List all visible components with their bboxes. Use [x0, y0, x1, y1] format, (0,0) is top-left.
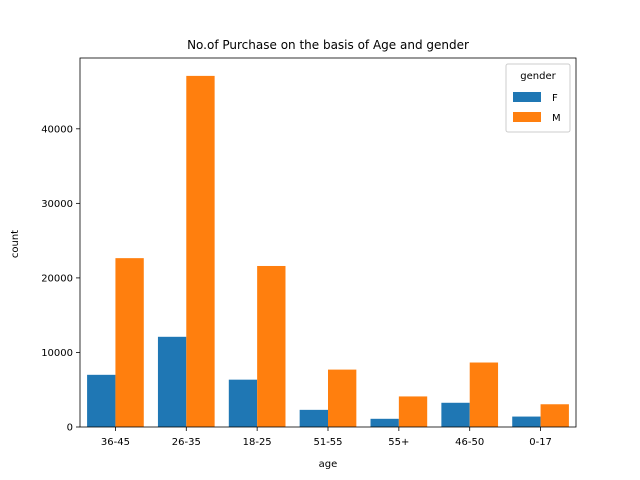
- chart-title: No.of Purchase on the basis of Age and g…: [187, 38, 469, 52]
- y-tick-label: 20000: [41, 273, 73, 284]
- x-tick-label: 36-45: [101, 437, 130, 448]
- y-tick-label: 0: [67, 423, 73, 434]
- x-tick-label: 55+: [388, 437, 409, 448]
- bar-f-36-45: [87, 374, 116, 427]
- plot-frame: [79, 57, 577, 428]
- legend-title: gender: [520, 71, 556, 82]
- bar-m-18-25: [257, 265, 286, 427]
- legend-label-m: M: [552, 113, 561, 124]
- bar-f-18-25: [228, 379, 258, 427]
- x-tick-label: 18-25: [243, 437, 272, 448]
- bar-f-51-55: [299, 409, 328, 427]
- y-tick-label: 40000: [41, 124, 73, 135]
- x-tick-label: 51-55: [313, 437, 342, 448]
- legend: gender F M: [505, 63, 571, 133]
- x-tick-label: 46-50: [455, 437, 484, 448]
- bar-f-0-17: [512, 416, 541, 427]
- bar-f-55+: [370, 418, 399, 427]
- bars-layer: [87, 75, 569, 428]
- bar-m-46-50: [469, 362, 499, 427]
- x-axis-label: age: [319, 459, 338, 470]
- legend-swatch-f: [513, 92, 541, 102]
- x-tick-label: 26-35: [172, 437, 201, 448]
- x-tick-label: 0-17: [529, 437, 552, 448]
- bar-m-55+: [398, 396, 428, 427]
- y-tick-label: 30000: [41, 199, 73, 210]
- bar-m-0-17: [540, 404, 569, 427]
- y-tick-label: 10000: [41, 348, 73, 359]
- bar-m-36-45: [115, 258, 144, 427]
- bar-f-26-35: [157, 336, 187, 427]
- bar-m-51-55: [328, 369, 357, 427]
- bar-m-26-35: [186, 75, 215, 428]
- legend-swatch-m: [513, 112, 541, 122]
- legend-label-f: F: [552, 93, 558, 104]
- y-axis-label: count: [10, 230, 21, 258]
- axes-layer: 36-45 26-35 18-25 51-55 55+ 46-50 0-17 0 10000 20…: [41, 57, 577, 448]
- bar-f-46-50: [441, 402, 470, 427]
